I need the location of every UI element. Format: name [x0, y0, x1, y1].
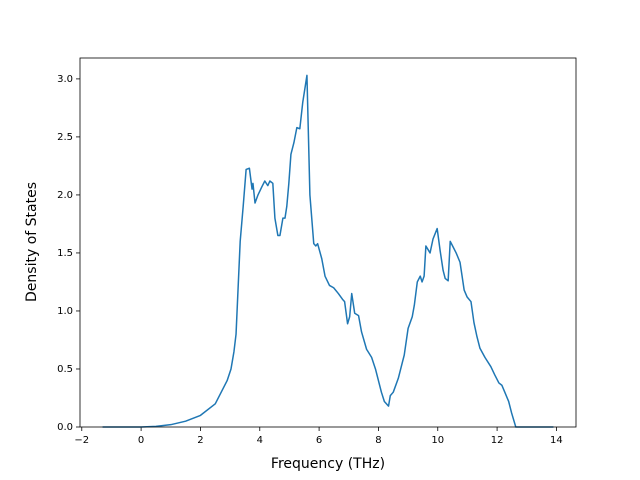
y-tick-label: 0.0: [57, 422, 73, 433]
x-tick-label: 0: [138, 435, 144, 446]
y-tick-label: 1.0: [57, 306, 73, 317]
y-axis-label: Density of States: [24, 182, 40, 302]
y-tick-label: 2.0: [57, 190, 73, 201]
dos-line: [102, 74, 554, 428]
y-tick-label: 0.5: [57, 364, 73, 375]
x-tick-label: 8: [375, 435, 381, 446]
x-tick-label: 10: [431, 435, 444, 446]
y-tick-label: 3.0: [57, 74, 73, 85]
x-tick-label: 14: [550, 435, 563, 446]
x-tick-label: −2: [74, 435, 89, 446]
x-axis-label: Frequency (THz): [271, 456, 385, 472]
y-tick-label: 2.5: [57, 132, 73, 143]
y-tick-label: 1.5: [57, 248, 73, 259]
x-tick-label: 6: [316, 435, 322, 446]
x-tick-label: 2: [197, 435, 203, 446]
plot-frame: [79, 57, 577, 428]
x-tick-label: 4: [257, 435, 263, 446]
x-tick-label: 12: [491, 435, 504, 446]
